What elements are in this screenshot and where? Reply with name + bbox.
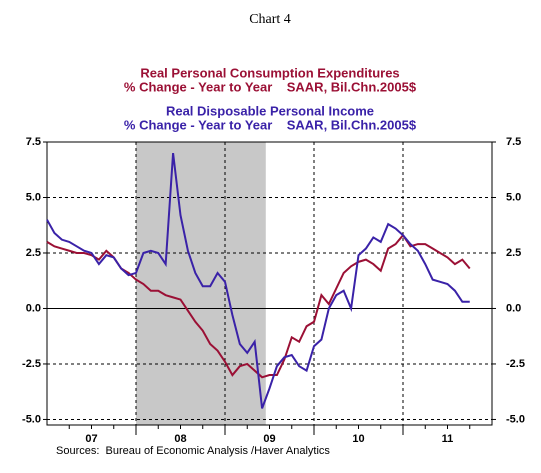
legend-name: Real Personal Consumption Expenditures <box>140 65 399 80</box>
y2-tick-label: 0.0 <box>506 302 521 314</box>
y-tick-label: 5.0 <box>26 191 41 203</box>
y-tick-label: 2.5 <box>26 247 41 259</box>
legend-name: Real Disposable Personal Income <box>166 103 374 118</box>
y2-tick-label: 7.5 <box>506 136 521 148</box>
x-tick-label: 07 <box>85 433 97 445</box>
x-tick-label: 11 <box>442 433 454 445</box>
x-tick-label: 10 <box>352 433 364 445</box>
x-tick-label: 09 <box>263 433 275 445</box>
plot-frame <box>46 141 493 426</box>
y2-tick-label: -2.5 <box>506 358 525 370</box>
y2-tick-label: 5.0 <box>506 191 521 203</box>
y-tick-label: 0.0 <box>26 302 41 314</box>
legend-units: % Change - Year to Year SAAR, Bil.Chn.20… <box>124 117 417 132</box>
y-tick-label: 7.5 <box>26 136 41 148</box>
y-tick-label: -2.5 <box>22 358 41 370</box>
y2-tick-label: 2.5 <box>506 247 521 259</box>
legend-units: % Change - Year to Year SAAR, Bil.Chn.20… <box>124 79 417 94</box>
source-note: Sources: Bureau of Economic Analysis /Ha… <box>56 445 330 457</box>
y-tick-label: -5.0 <box>22 413 41 425</box>
x-tick-label: 08 <box>174 433 186 445</box>
y2-tick-label: -5.0 <box>506 413 525 425</box>
series-line <box>46 152 470 409</box>
chart-title: Chart 4 <box>249 12 291 27</box>
